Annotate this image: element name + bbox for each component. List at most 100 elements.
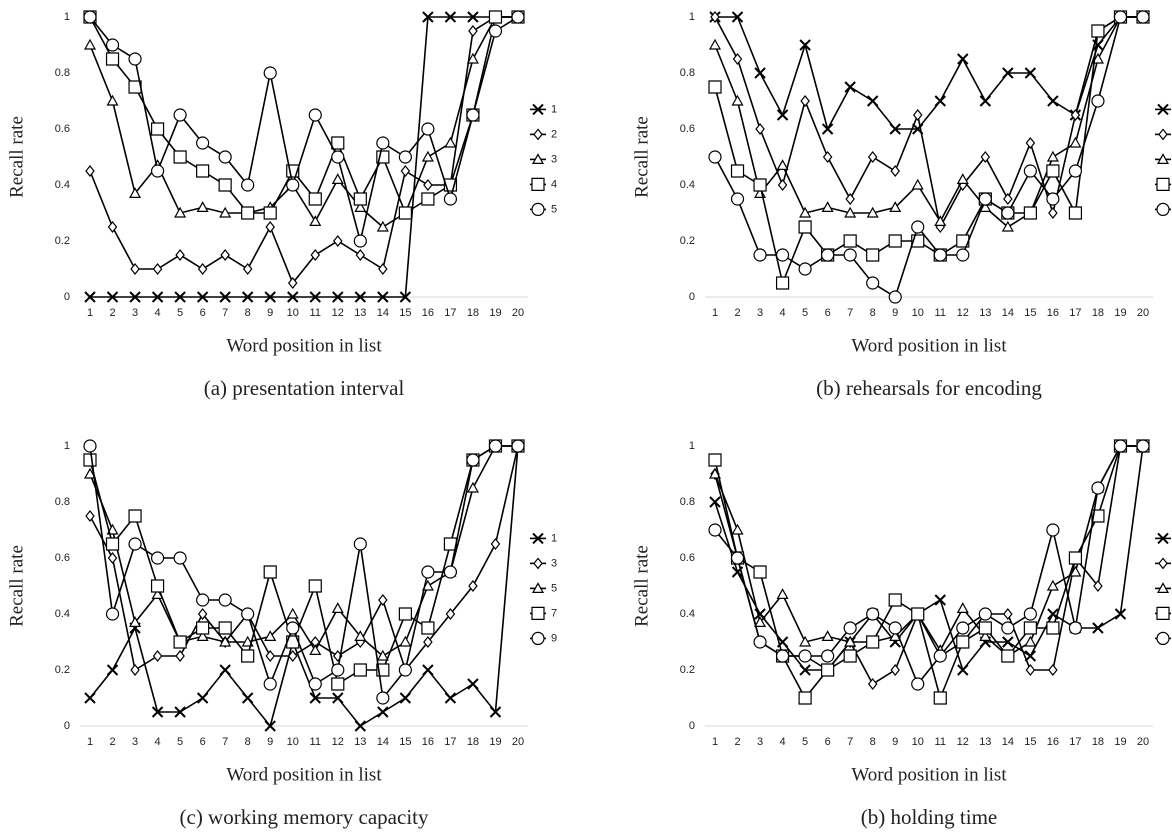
data-point	[888, 621, 902, 635]
data-point	[468, 580, 478, 592]
data-point	[84, 692, 96, 704]
x-tick-label: 18	[467, 307, 479, 319]
data-point	[263, 66, 277, 80]
data-point	[888, 290, 902, 304]
data-point	[354, 720, 367, 732]
data-point	[867, 151, 878, 163]
y-tick-label: 1	[64, 11, 70, 23]
y-tick-label: 0.6	[55, 123, 70, 135]
data-point	[353, 663, 367, 677]
data-point	[979, 630, 992, 642]
data-point	[912, 109, 923, 121]
data-point	[1001, 206, 1015, 220]
data-point	[1046, 579, 1059, 591]
data-point	[911, 607, 925, 621]
series-line	[89, 445, 518, 686]
data-point	[468, 25, 478, 37]
legend-marker	[1158, 128, 1168, 141]
data-point	[978, 607, 992, 621]
data-point	[731, 11, 744, 23]
data-point	[1069, 136, 1082, 148]
data-point	[308, 108, 322, 122]
data-point	[309, 215, 322, 226]
y-axis-title: Recall rate	[631, 116, 652, 198]
data-point	[376, 649, 389, 661]
data-point	[220, 249, 230, 261]
data-point	[128, 537, 142, 551]
data-point	[264, 720, 276, 732]
data-point	[422, 664, 434, 676]
chart-title: (b) holding time	[861, 805, 997, 829]
data-point	[286, 178, 300, 192]
data-point	[933, 649, 947, 663]
data-point	[174, 706, 186, 718]
data-point	[889, 123, 901, 135]
series-line	[714, 445, 1143, 686]
data-point	[129, 616, 142, 628]
legend-label: 9	[551, 632, 557, 644]
data-point	[128, 80, 142, 94]
x-tick-label: 17	[444, 736, 456, 748]
legend-marker	[1156, 631, 1170, 645]
data-point	[150, 122, 165, 136]
x-tick-label: 16	[422, 307, 434, 319]
y-axis-title: Recall rate	[6, 116, 27, 198]
data-point	[490, 538, 501, 550]
legend-label: 3	[551, 557, 557, 569]
data-point	[173, 108, 187, 122]
data-point	[376, 691, 390, 705]
data-point	[309, 644, 322, 656]
data-point	[105, 607, 120, 621]
data-point	[799, 664, 811, 676]
x-tick-label: 10	[912, 307, 924, 319]
x-tick-label: 19	[1114, 736, 1126, 748]
x-tick-label: 5	[177, 307, 183, 319]
data-point	[399, 291, 412, 303]
data-point	[730, 192, 745, 206]
data-point	[1046, 192, 1060, 206]
x-tick-label: 14	[377, 307, 389, 319]
x-axis-title: Word position in list	[226, 335, 382, 356]
data-point	[1024, 650, 1037, 662]
data-point	[1002, 67, 1014, 79]
x-tick-label: 14	[377, 736, 389, 748]
data-point	[956, 173, 969, 184]
data-point	[1114, 608, 1127, 620]
data-point	[822, 151, 833, 163]
data-point	[197, 263, 208, 275]
data-point	[398, 206, 412, 220]
y-tick-label: 1	[64, 440, 70, 452]
data-point	[308, 192, 322, 206]
data-point	[421, 621, 435, 635]
data-point	[844, 81, 856, 93]
data-point	[196, 621, 210, 635]
data-point	[173, 551, 187, 565]
y-tick-label: 0	[64, 720, 70, 732]
data-point	[353, 192, 367, 206]
x-tick-label: 16	[1047, 307, 1059, 319]
x-tick-label: 12	[332, 307, 344, 319]
data-point	[776, 109, 789, 121]
data-point	[978, 621, 992, 635]
data-point	[241, 206, 255, 220]
x-tick-label: 5	[802, 736, 808, 748]
x-tick-label: 9	[267, 307, 273, 319]
x-tick-label: 3	[132, 307, 138, 319]
data-point	[466, 108, 480, 122]
data-point	[263, 206, 277, 220]
x-tick-label: 14	[1002, 736, 1014, 748]
data-point	[84, 291, 96, 303]
data-point	[443, 192, 458, 206]
y-tick-label: 0.8	[680, 496, 695, 508]
x-tick-label: 11	[310, 736, 321, 748]
data-point	[445, 608, 456, 620]
data-point	[83, 38, 97, 50]
legend-label: 4	[551, 178, 557, 190]
data-point	[376, 136, 390, 150]
x-tick-label: 8	[870, 307, 876, 319]
data-point	[956, 248, 970, 262]
data-point	[333, 235, 343, 247]
legend-marker	[531, 202, 545, 216]
data-point	[1068, 551, 1083, 565]
